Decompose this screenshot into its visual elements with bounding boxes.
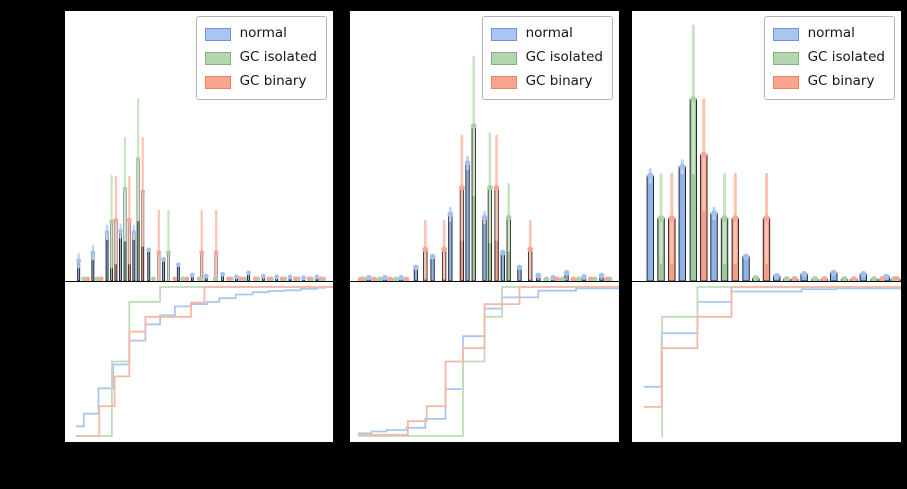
panel-1-cdf-plot xyxy=(75,286,333,437)
legend-item-gc-binary: GC binary xyxy=(204,70,317,94)
panel-3-cdf-plot xyxy=(643,286,901,437)
gc-isolated-swatch-icon xyxy=(772,51,799,65)
legend-label: GC isolated xyxy=(525,49,603,66)
legend-label: normal xyxy=(239,25,287,42)
panel-2-histogram-plot xyxy=(357,55,613,281)
legend-item-gc-isolated: GC isolated xyxy=(772,46,885,70)
gc-binary-swatch-icon xyxy=(772,75,799,89)
panel-1-histogram-plot xyxy=(76,97,327,281)
legend-item-gc-binary: GC binary xyxy=(490,70,603,94)
panel-1-histogram: normal GC isolated GC binary xyxy=(64,10,334,282)
gc-isolated-swatch-icon xyxy=(204,51,231,65)
legend-label: GC binary xyxy=(807,73,875,90)
normal-swatch-icon xyxy=(204,27,231,41)
legend-item-normal: normal xyxy=(490,22,603,46)
legend-label: GC isolated xyxy=(239,49,317,66)
gc-binary-swatch-icon xyxy=(490,75,517,89)
legend-label: GC binary xyxy=(525,73,593,90)
legend-label: GC isolated xyxy=(807,49,885,66)
panel-3: normal GC isolated GC binary xyxy=(631,10,902,443)
legend-item-normal: normal xyxy=(772,22,885,46)
legend-label: GC binary xyxy=(239,73,307,90)
normal-swatch-icon xyxy=(490,27,517,41)
legend-item-gc-isolated: GC isolated xyxy=(204,46,317,70)
panel-1: normal GC isolated GC binary xyxy=(64,10,334,443)
panel-2-histogram: normal GC isolated GC binary xyxy=(349,10,620,282)
gc-binary-swatch-icon xyxy=(204,75,231,89)
legend-label: normal xyxy=(525,25,573,42)
normal-swatch-icon xyxy=(772,27,799,41)
gc-isolated-swatch-icon xyxy=(490,51,517,65)
legend: normal GC isolated GC binary xyxy=(195,16,327,100)
legend-item-gc-isolated: GC isolated xyxy=(490,46,603,70)
panel-2-cdf-plot xyxy=(358,286,619,437)
panel-3-histogram: normal GC isolated GC binary xyxy=(631,10,902,282)
legend: normal GC isolated GC binary xyxy=(763,16,895,100)
panel-3-cdf xyxy=(631,282,902,443)
panel-2: normal GC isolated GC binary xyxy=(349,10,620,443)
panel-2-cdf xyxy=(349,282,620,443)
legend-label: normal xyxy=(807,25,855,42)
legend: normal GC isolated GC binary xyxy=(481,16,613,100)
legend-item-normal: normal xyxy=(204,22,317,46)
legend-item-gc-binary: GC binary xyxy=(772,70,885,94)
panel-1-cdf xyxy=(64,282,334,443)
